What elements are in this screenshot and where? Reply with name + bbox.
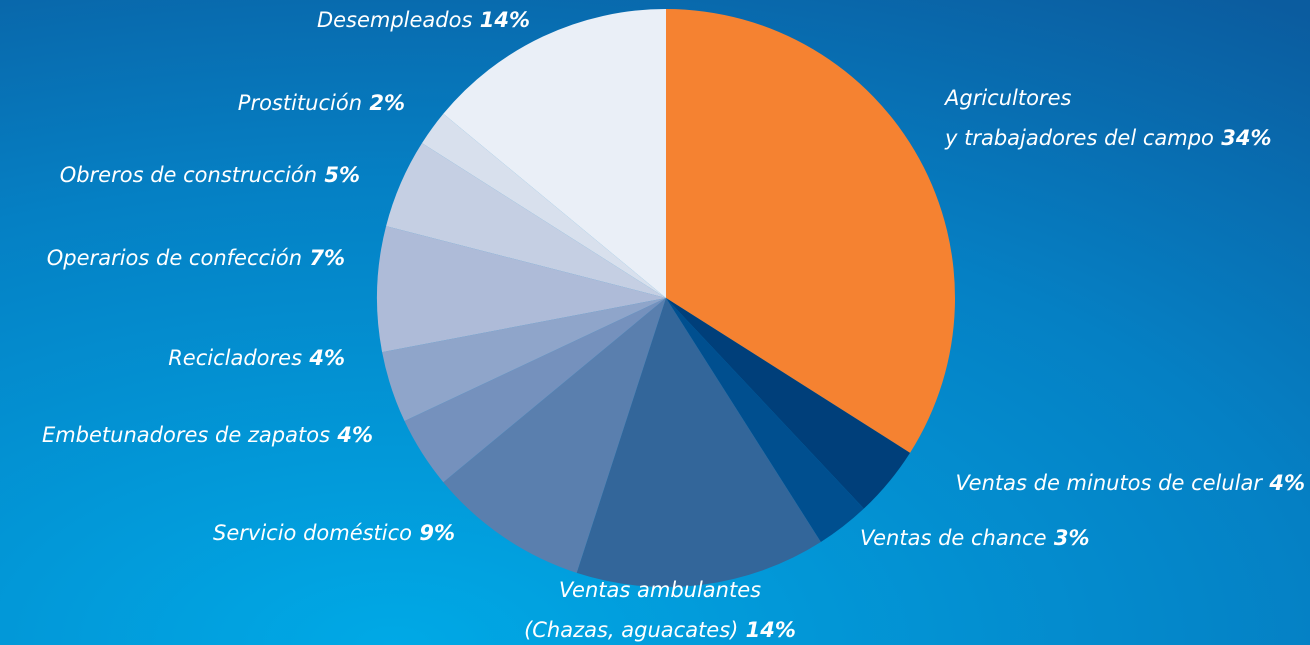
label-line: Servicio doméstico [213,521,412,545]
category-label: Ventas de minutos de celular [956,471,1264,495]
slice-label: Embetunadores de zapatos 4% [42,423,373,447]
pie-slice [666,298,911,509]
label-line: y trabajadores del campo [944,126,1214,150]
label-line: Ventas de chance [860,526,1047,550]
pie-slice [666,298,864,543]
pie-slice [421,113,666,298]
slice-label: Desempleados 14% [317,8,530,32]
value-label: 4% [330,423,373,447]
value-label: 2% [362,91,405,115]
value-label: 14% [472,8,530,32]
slice-label: Ventas ambulantes (Chazas, aguacates) 14% [524,578,796,642]
pie-slice [443,9,666,298]
pie-slice [386,143,666,298]
value-label: 9% [412,521,455,545]
pie-slice [666,9,955,453]
category-label: Recicladores [168,346,302,370]
label-line: Recicladores [168,346,302,370]
pie-slice [576,298,821,588]
category-label: Operarios de confección [47,246,302,270]
pie-slice [377,226,666,353]
label-line: Agricultores [943,86,1071,110]
label-line: Desempleados [317,8,473,32]
pie-slice [404,298,666,483]
slice-label: Operarios de confección 7% [47,246,345,270]
value-label: 5% [317,163,360,187]
category-label: Prostitución [238,91,362,115]
pie-slice [443,298,666,573]
slice-label: Prostitución 2% [238,91,405,115]
category-label: Agricultores y trabajadores del campo [943,86,1214,150]
value-label: 7% [302,246,345,270]
label-line: Embetunadores de zapatos [42,423,330,447]
slice-label: Ventas de chance 3% [860,526,1089,550]
slice-label: Recicladores 4% [168,346,345,370]
slice-label: Obreros de construcción 5% [60,163,360,187]
value-label: 4% [1262,471,1305,495]
slice-label: Agricultores y trabajadores del campo 34% [943,86,1271,150]
label-line: Operarios de confección [47,246,302,270]
category-label: Obreros de construcción [60,163,317,187]
label-line: Ventas ambulantes [559,578,761,602]
pie-slice [382,298,666,422]
label-line: (Chazas, aguacates) [524,618,738,642]
labels: Agricultores y trabajadores del campo 34%… [42,8,1305,642]
label-line: Prostitución [238,91,362,115]
category-label: Desempleados [317,8,473,32]
value-label: 3% [1047,526,1090,550]
label-line: Ventas de minutos de celular [956,471,1264,495]
slice-label: Servicio doméstico 9% [213,521,455,545]
pie [377,9,955,588]
category-label: Servicio doméstico [213,521,412,545]
value-label: 14% [738,618,796,642]
category-label: Ventas de chance [860,526,1047,550]
value-label: 34% [1214,126,1272,150]
category-label: Embetunadores de zapatos [42,423,330,447]
label-line: Obreros de construcción [60,163,317,187]
slice-label: Ventas de minutos de celular 4% [956,471,1305,495]
category-label: Ventas ambulantes (Chazas, aguacates) [524,578,761,642]
value-label: 4% [302,346,345,370]
